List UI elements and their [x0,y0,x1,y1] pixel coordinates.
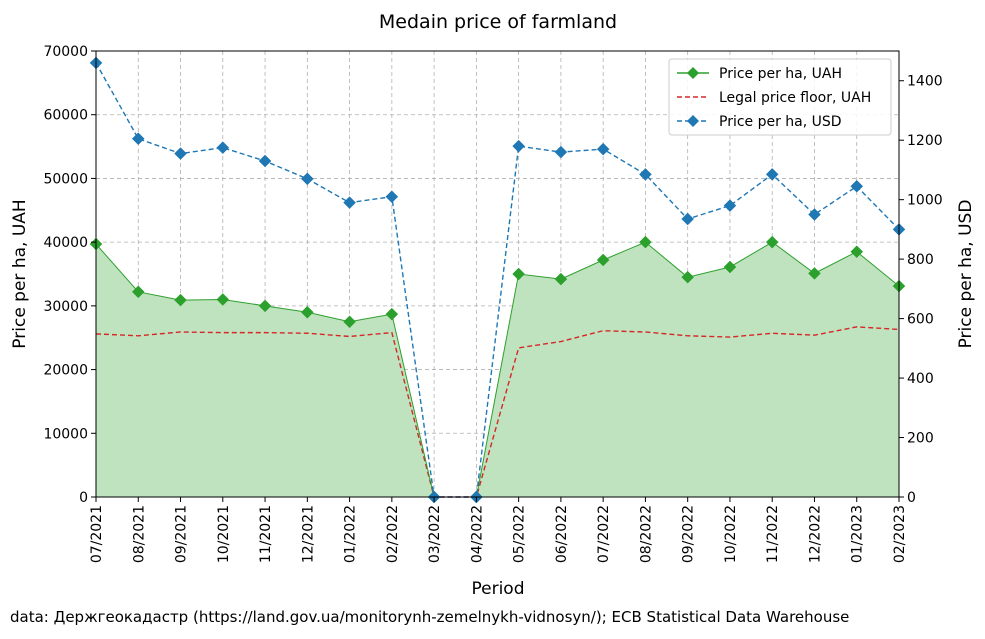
x-tick-label: 07/2022 [596,505,612,563]
series-line-0 [95,241,900,498]
x-tick-label: 08/2021 [131,505,147,563]
x-tick-label: 08/2022 [638,505,654,563]
data-point-2 [343,196,356,209]
legend: Price per ha, UAH Legal price floor, UAH P… [668,58,892,136]
x-tick-label: 09/2021 [174,505,190,563]
axes: 0 10000 20000 30000 40000 50000 60000 70000 0 200… [43,44,942,563]
x-tick-label: 05/2022 [512,505,528,563]
data-point-2 [216,141,230,154]
data-point-2 [258,154,272,168]
data-point-0 [639,235,652,249]
legend-swatch-marker [687,67,699,79]
x-tick-label: 09/2022 [681,505,697,563]
y-tick-label-right: 200 [907,431,934,447]
data-point-2 [300,172,314,186]
data-point-2 [808,208,821,221]
legend-box [668,58,892,136]
x-tick-label: 12/2021 [300,505,316,563]
data-point-2 [174,147,187,160]
y-tick-label-right: 1200 [907,133,943,149]
data-point-0 [596,253,610,267]
data-point-0 [174,293,187,307]
data-point-0 [258,299,272,313]
x-tick-label: 07/2021 [89,505,105,563]
x-tick-label: 01/2022 [343,505,359,563]
series [89,56,906,504]
data-point-2 [723,199,737,212]
x-tick-label: 10/2022 [723,505,739,563]
x-tick-label: 04/2022 [469,505,485,563]
x-tick-label: 01/2023 [850,505,866,563]
x-tick-label: 06/2022 [554,505,570,563]
y-tick-label-left: 70000 [43,44,88,60]
data-point-2 [131,132,145,146]
legend-label: Legal price floor, UAH [719,90,871,106]
x-tick-label: 11/2021 [258,505,274,563]
data-point-0 [512,267,525,281]
data-point-2 [554,145,568,159]
y-tick-label-right: 600 [907,312,934,328]
data-point-0 [850,245,864,259]
data-point-0 [300,305,314,319]
y-axis-title-right: Price per ha, USD [956,200,976,349]
x-tick-label: 12/2022 [807,505,823,563]
data-point-0 [131,285,145,299]
uah-area-fill [96,242,899,497]
chart-title: Medain price of farmland [379,11,617,33]
y-tick-label-right: 1000 [907,193,943,209]
data-point-0 [765,235,779,249]
legend-label: Price per ha, USD [719,114,842,130]
y-tick-label-left: 50000 [43,171,88,187]
data-point-0 [723,260,737,274]
data-point-2 [639,168,652,181]
legend-label: Price per ha, UAH [719,66,842,82]
y-tick-label-left: 30000 [43,299,88,315]
plot-frame [95,50,900,498]
data-point-0 [554,272,568,286]
data-point-2 [850,179,864,193]
data-point-0 [216,293,230,306]
data-point-2 [512,139,525,153]
data-point-0 [343,315,356,329]
y-tick-label-right: 0 [907,490,916,506]
y-tick-label-right: 1400 [907,74,943,90]
data-source-note: data: Держгеокадастр (https://land.gov.u… [10,608,850,626]
data-point-2 [765,168,779,181]
data-point-0 [385,307,399,321]
y-tick-label-left: 40000 [43,235,88,251]
x-axis-title: Period [471,579,524,599]
x-tick-label: 11/2022 [765,505,781,563]
x-tick-label: 10/2021 [216,505,232,563]
x-tick-label: 03/2022 [427,505,443,563]
data-point-2 [596,142,610,156]
y-tick-label-left: 0 [79,490,88,506]
y-axis-title-left: Price per ha, UAH [10,199,30,348]
data-point-0 [808,267,821,280]
y-tick-label-right: 800 [907,252,934,268]
data-point-2 [681,212,695,226]
y-tick-label-left: 10000 [43,426,88,442]
legend-swatch-marker [687,115,699,127]
uah-area [96,242,899,497]
data-point-0 [681,270,695,284]
x-tick-label: 02/2022 [385,505,401,563]
x-tick-label: 02/2023 [892,505,908,563]
y-tick-label-right: 400 [907,371,934,387]
series-line-2 [95,62,900,498]
data-point-2 [385,190,399,204]
series-line-1 [95,326,900,498]
y-tick-label-left: 20000 [43,363,88,379]
y-tick-label-left: 60000 [43,108,88,124]
